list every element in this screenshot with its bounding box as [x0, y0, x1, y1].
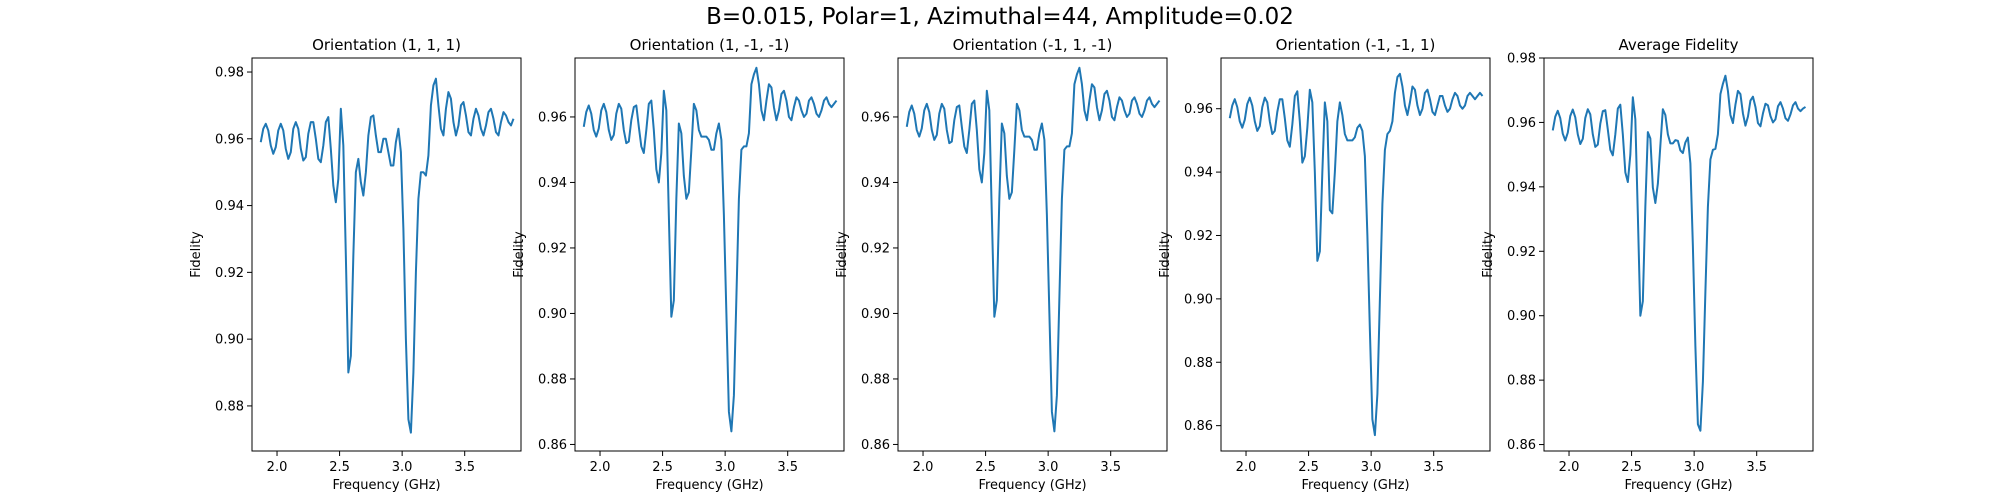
y-tick-label: 0.94: [538, 176, 567, 191]
series-line: [582, 66, 838, 433]
axes-frame: [574, 57, 845, 452]
y-axis-label: Fidelity: [1481, 231, 1496, 278]
y-tick-label: 0.96: [1507, 116, 1536, 131]
subplot-title: Orientation (-1, -1, 1): [1276, 36, 1436, 54]
y-axis-label: Fidelity: [189, 231, 204, 278]
y-tick-label: 0.86: [861, 438, 890, 453]
y-tick-label: 0.94: [861, 176, 890, 191]
subplot-4: 2.0 2.5 3.0 3.5 0.86 0.88 0.90 0.92 0.94 0.96 Orie…: [1158, 36, 1491, 493]
x-tick-label: 3.0: [392, 460, 413, 475]
x-tick-label: 2.0: [913, 460, 934, 475]
axes-frame: [1543, 57, 1814, 452]
x-tick-label: 3.5: [1746, 460, 1767, 475]
x-tick-label: 2.0: [1236, 460, 1257, 475]
y-tick-label: 0.96: [215, 132, 244, 147]
subplot-title: Orientation (1, -1, -1): [630, 36, 790, 54]
y-tick-label: 0.92: [1184, 229, 1213, 244]
x-tick-label: 2.5: [975, 460, 996, 475]
series-line: [1228, 72, 1484, 437]
y-tick-label: 0.98: [215, 66, 244, 81]
x-tick-label: 2.0: [590, 460, 611, 475]
axes-frame: [1220, 57, 1491, 452]
y-tick-label: 0.88: [538, 372, 567, 387]
y-axis-label: Fidelity: [835, 231, 850, 278]
figure-title: B=0.015, Polar=1, Azimuthal=44, Amplitud…: [706, 4, 1294, 30]
x-tick-label: 3.0: [715, 460, 736, 475]
series-line: [259, 77, 515, 434]
y-axis-label: Fidelity: [512, 231, 527, 278]
subplot-3: 2.0 2.5 3.0 3.5 0.86 0.88 0.90 0.92 0.94 0.96 Orie…: [835, 36, 1168, 493]
y-tick-label: 0.92: [538, 241, 567, 256]
x-tick-label: 3.5: [1423, 460, 1444, 475]
series-line: [905, 66, 1161, 433]
axes-frame: [251, 57, 522, 452]
x-axis-label: Frequency (GHz): [1301, 478, 1409, 493]
y-tick-label: 0.90: [215, 333, 244, 348]
y-tick-label: 0.86: [1184, 419, 1213, 434]
x-tick-label: 3.5: [777, 460, 798, 475]
subplot-title: Orientation (-1, 1, -1): [953, 36, 1113, 54]
y-tick-label: 0.96: [861, 110, 890, 125]
y-tick-label: 0.90: [1184, 292, 1213, 307]
y-tick-label: 0.88: [215, 399, 244, 414]
y-tick-label: 0.92: [1507, 245, 1536, 260]
x-tick-label: 3.0: [1038, 460, 1059, 475]
y-tick-label: 0.94: [215, 199, 244, 214]
x-axis-label: Frequency (GHz): [332, 478, 440, 493]
x-tick-label: 2.0: [267, 460, 288, 475]
subplot-5: 2.0 2.5 3.0 3.5 0.86 0.88 0.90 0.92 0.94 0.96 0.98…: [1481, 36, 1814, 493]
y-tick-label: 0.90: [538, 307, 567, 322]
y-tick-label: 0.94: [1507, 180, 1536, 195]
y-tick-label: 0.88: [861, 372, 890, 387]
x-tick-label: 3.0: [1684, 460, 1705, 475]
x-tick-label: 3.5: [1100, 460, 1121, 475]
y-tick-label: 0.92: [215, 266, 244, 281]
x-tick-label: 2.5: [652, 460, 673, 475]
x-tick-label: 2.5: [1621, 460, 1642, 475]
y-tick-label: 0.88: [1184, 356, 1213, 371]
y-tick-label: 0.90: [1507, 309, 1536, 324]
y-tick-label: 0.88: [1507, 374, 1536, 389]
y-tick-label: 0.94: [1184, 166, 1213, 181]
y-axis-label: Fidelity: [1158, 231, 1173, 278]
axes-frame: [897, 57, 1168, 452]
x-tick-label: 3.5: [454, 460, 475, 475]
x-axis-label: Frequency (GHz): [655, 478, 763, 493]
y-tick-label: 0.96: [1184, 102, 1213, 117]
x-axis-label: Frequency (GHz): [1624, 478, 1732, 493]
subplot-1: 2.0 2.5 3.0 3.5 0.88 0.90 0.92 0.94 0.96 0.98 Orie…: [189, 36, 522, 493]
y-tick-label: 0.98: [1507, 52, 1536, 67]
y-tick-label: 0.86: [538, 438, 567, 453]
y-tick-label: 0.96: [538, 110, 567, 125]
x-tick-label: 3.0: [1361, 460, 1382, 475]
x-tick-label: 2.5: [329, 460, 350, 475]
y-tick-label: 0.86: [1507, 438, 1536, 453]
y-tick-label: 0.92: [861, 241, 890, 256]
subplot-2: 2.0 2.5 3.0 3.5 0.86 0.88 0.90 0.92 0.94 0.96 Orie…: [512, 36, 845, 493]
x-tick-label: 2.5: [1298, 460, 1319, 475]
x-axis-label: Frequency (GHz): [978, 478, 1086, 493]
subplot-title: Orientation (1, 1, 1): [312, 36, 461, 54]
x-tick-label: 2.0: [1559, 460, 1580, 475]
y-tick-label: 0.90: [861, 307, 890, 322]
series-line: [1551, 74, 1807, 432]
subplot-title: Average Fidelity: [1619, 36, 1739, 54]
